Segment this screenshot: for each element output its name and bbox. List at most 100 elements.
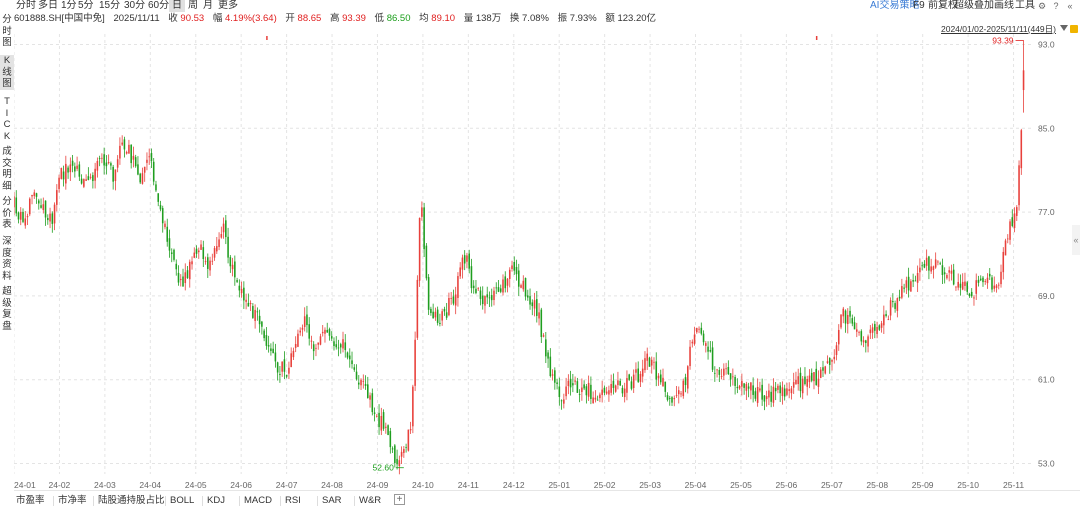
candle-body: [684, 377, 687, 386]
candle-body: [743, 383, 745, 388]
candle-body: [22, 211, 24, 222]
indicator-tab[interactable]: KDJ: [207, 495, 225, 506]
candle-body: [56, 190, 58, 205]
candle-body: [572, 383, 574, 386]
sidenav-item-5[interactable]: 深度资料: [0, 236, 14, 282]
candle-body: [984, 280, 987, 282]
timeframe-tab[interactable]: 分时: [16, 0, 36, 11]
candle-body: [711, 347, 714, 370]
toolbar-item[interactable]: F9: [913, 0, 925, 11]
x-tick-label: 25-01: [548, 480, 570, 490]
timeframe-tab[interactable]: 多日: [38, 0, 58, 11]
candle-body: [689, 346, 691, 367]
toolbar-item[interactable]: 超级叠加: [954, 0, 994, 11]
candle-body: [817, 378, 820, 387]
y-tick-label: 53.0: [1038, 459, 1055, 469]
sidenav-item-4[interactable]: 分价表: [0, 196, 14, 231]
timeframe-tab[interactable]: 日: [169, 0, 185, 12]
candle-body: [351, 360, 353, 365]
indicator-tab[interactable]: 市净率: [58, 495, 87, 506]
candle-body: [202, 247, 205, 260]
sidenav-item-3[interactable]: 成交明细: [0, 146, 14, 192]
indicator-tab[interactable]: 市盈率: [16, 495, 45, 506]
candle-body: [213, 248, 216, 258]
collapse-icon[interactable]: «: [1067, 1, 1073, 11]
timeframe-tab[interactable]: 月: [203, 0, 213, 11]
candle-body: [44, 200, 47, 218]
toolbar-item[interactable]: AI交易策略: [870, 0, 920, 11]
candle-body: [405, 447, 407, 448]
toolbar-item[interactable]: 前复权: [928, 0, 958, 11]
candle-body: [878, 325, 881, 330]
lock-icon[interactable]: [1070, 25, 1078, 33]
candle-body: [594, 397, 597, 400]
candle-body: [610, 383, 612, 393]
timeframe-tab[interactable]: 60分: [148, 0, 170, 11]
candle-body: [632, 374, 635, 389]
collapse-panel-handle[interactable]: «: [1072, 225, 1080, 255]
candle-body: [705, 343, 707, 346]
stock-code: 601888.SH[中国中免]: [14, 13, 105, 24]
indicator-tab[interactable]: RSI: [285, 495, 301, 506]
timeframe-tab[interactable]: 周: [188, 0, 198, 11]
candle-body: [819, 369, 822, 378]
chevron-down-icon[interactable]: [1060, 25, 1068, 31]
candle-body: [267, 345, 270, 347]
toolbar-item[interactable]: 画线: [994, 0, 1014, 11]
candle-body: [853, 322, 856, 330]
candle-body: [883, 314, 885, 326]
timeframe-tab[interactable]: 5分: [78, 0, 94, 11]
candle-body: [533, 300, 536, 309]
candle-body: [815, 368, 818, 386]
sidenav-char: 图: [2, 37, 12, 48]
timeframe-tab[interactable]: 15分: [99, 0, 121, 11]
candle-body: [551, 374, 554, 376]
candle-body: [182, 276, 184, 287]
settings-icon[interactable]: ⚙: [1037, 1, 1047, 11]
indicator-tab[interactable]: BOLL: [170, 495, 195, 506]
candle-body: [666, 395, 669, 400]
sidenav-char: 深: [2, 236, 12, 247]
candle-body: [339, 344, 342, 348]
indicator-tab[interactable]: 陆股通持股占比: [98, 495, 165, 506]
timeframe-tab[interactable]: 30分: [124, 0, 146, 11]
candle-body: [152, 161, 155, 182]
candle-body: [709, 349, 712, 352]
candle-body: [538, 312, 540, 319]
candle-body: [592, 397, 594, 404]
candle-body: [781, 387, 784, 397]
indicator-tab[interactable]: MACD: [244, 495, 272, 506]
candle-body: [716, 369, 718, 371]
sidenav-item-0[interactable]: 分时图: [0, 14, 14, 49]
help-icon[interactable]: ?: [1053, 1, 1059, 11]
add-indicator-button[interactable]: +: [394, 494, 405, 505]
candle-body: [486, 294, 489, 298]
toolbar-item[interactable]: 工具: [1015, 0, 1035, 11]
indicator-tab[interactable]: W&R: [359, 495, 382, 506]
tab-separator: [317, 496, 318, 506]
timeframe-tab[interactable]: 更多: [218, 0, 238, 11]
indicator-tab[interactable]: SAR: [322, 495, 342, 506]
candle-body: [92, 175, 94, 182]
timeframe-tab[interactable]: 1分: [61, 0, 77, 11]
candle-body: [641, 368, 644, 377]
date-range-selector[interactable]: 2024/01/02-2025/11/11(449日): [941, 24, 1056, 34]
candle-body: [218, 239, 220, 247]
candle-body: [175, 263, 178, 270]
sidenav-item-6[interactable]: 超级复盘: [0, 286, 14, 332]
candle-body: [907, 276, 910, 291]
candle-body: [62, 171, 65, 180]
candle-body: [479, 290, 482, 299]
candle-body: [529, 296, 531, 305]
candle-body: [581, 387, 583, 393]
candle-body: [777, 385, 779, 390]
candle-body: [65, 163, 67, 184]
candle-body: [741, 380, 743, 387]
candle-body: [28, 198, 31, 215]
candle-body: [346, 352, 349, 358]
candlestick-chart[interactable]: 93.0 85.0 77.0 69.0 61.0 53.0 24-01 24-02 24-03 2…: [14, 34, 1066, 490]
candle-body: [60, 168, 63, 179]
candle-body: [288, 367, 290, 374]
